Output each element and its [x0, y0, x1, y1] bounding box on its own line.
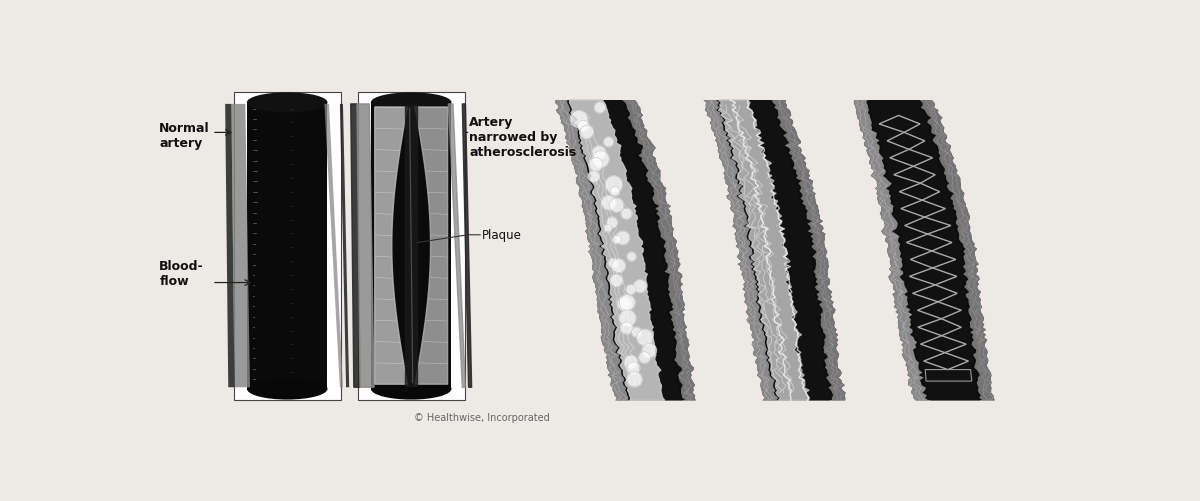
Circle shape — [619, 310, 636, 327]
Polygon shape — [449, 105, 466, 387]
Text: Artery
narrowed by
atherosclerosis: Artery narrowed by atherosclerosis — [469, 115, 576, 158]
Polygon shape — [570, 101, 665, 401]
Circle shape — [588, 171, 599, 182]
Polygon shape — [415, 108, 448, 384]
Circle shape — [642, 344, 656, 358]
Text: © Healthwise, Incorporated: © Healthwise, Incorporated — [414, 412, 550, 422]
Circle shape — [619, 295, 635, 311]
Circle shape — [628, 253, 636, 262]
Polygon shape — [324, 105, 343, 387]
Circle shape — [581, 126, 593, 139]
Polygon shape — [623, 101, 696, 401]
Circle shape — [616, 232, 630, 245]
Polygon shape — [554, 101, 696, 401]
Circle shape — [601, 196, 616, 210]
Ellipse shape — [247, 378, 328, 400]
Circle shape — [589, 158, 602, 172]
Bar — [234, 92, 341, 400]
Polygon shape — [247, 103, 328, 389]
Polygon shape — [350, 105, 360, 387]
Ellipse shape — [247, 93, 328, 113]
Circle shape — [577, 121, 589, 132]
Polygon shape — [853, 101, 995, 401]
Circle shape — [613, 236, 622, 244]
Circle shape — [628, 362, 640, 375]
Circle shape — [610, 199, 624, 213]
Circle shape — [620, 322, 632, 334]
Polygon shape — [404, 106, 418, 386]
Polygon shape — [462, 105, 472, 387]
Polygon shape — [570, 101, 683, 401]
Polygon shape — [869, 101, 980, 401]
Polygon shape — [554, 101, 629, 401]
Polygon shape — [340, 105, 349, 387]
Circle shape — [593, 147, 606, 160]
Polygon shape — [703, 101, 779, 401]
Circle shape — [570, 111, 587, 128]
Circle shape — [612, 260, 625, 273]
Polygon shape — [853, 101, 929, 401]
Polygon shape — [226, 105, 234, 387]
Polygon shape — [356, 105, 374, 387]
Circle shape — [618, 298, 631, 311]
Circle shape — [622, 209, 632, 219]
Circle shape — [638, 352, 650, 363]
Polygon shape — [719, 101, 830, 401]
Polygon shape — [371, 103, 451, 389]
Circle shape — [634, 280, 647, 293]
Circle shape — [637, 330, 653, 346]
Polygon shape — [772, 101, 846, 401]
Polygon shape — [703, 101, 846, 401]
Circle shape — [593, 151, 610, 168]
Ellipse shape — [371, 378, 451, 400]
Circle shape — [628, 372, 642, 387]
Polygon shape — [919, 101, 995, 401]
Circle shape — [604, 138, 613, 147]
Circle shape — [608, 259, 618, 268]
Circle shape — [631, 328, 642, 337]
Polygon shape — [719, 101, 809, 401]
Text: Normal
artery: Normal artery — [160, 122, 210, 149]
Circle shape — [624, 356, 637, 369]
Polygon shape — [232, 105, 250, 387]
Polygon shape — [374, 108, 407, 384]
Circle shape — [611, 275, 623, 287]
Text: Blood-
flow: Blood- flow — [160, 260, 204, 288]
Circle shape — [606, 177, 623, 193]
Text: Plaque: Plaque — [481, 229, 522, 242]
Circle shape — [626, 285, 636, 295]
Circle shape — [607, 218, 618, 228]
Circle shape — [594, 103, 606, 114]
Bar — [358, 92, 464, 400]
Circle shape — [610, 187, 619, 196]
Ellipse shape — [371, 93, 451, 113]
Circle shape — [605, 225, 612, 232]
